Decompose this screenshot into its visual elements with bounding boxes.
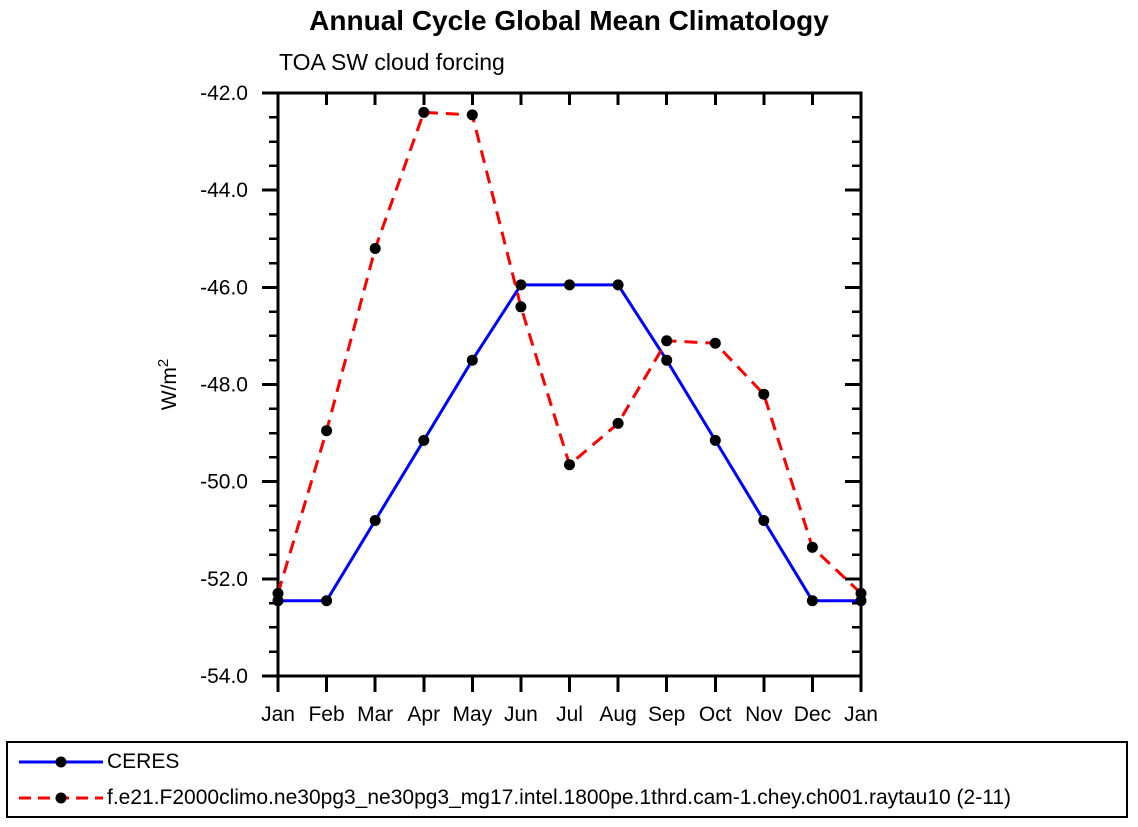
data-point-marker [272,587,284,599]
data-point-marker [564,279,575,291]
data-point-marker [564,459,575,471]
legend-line-sample-ceres [19,756,103,768]
y-tick-label: -54.0 [200,665,248,688]
data-point-marker [418,434,430,446]
legend-box: CERES f.e21.F2000climo.ne30pg3_ne30pg3_m… [6,741,1128,818]
data-point-marker [321,425,333,437]
legend-label-ceres: CERES [107,750,180,773]
legend-label-model: f.e21.F2000climo.ne30pg3_ne30pg3_mg17.in… [107,786,1012,809]
y-tick-label: -48.0 [200,374,248,397]
plot-box [276,91,863,678]
x-tick-label: May [452,703,492,726]
data-point-marker [661,354,673,366]
legend-row-model: f.e21.F2000climo.ne30pg3_ne30pg3_mg17.in… [16,786,1011,810]
data-point-marker [418,106,430,118]
x-tick-label: Mar [357,703,393,726]
x-tick-label: Aug [599,703,636,726]
data-point-marker [661,335,673,347]
chart-title: Annual Cycle Global Mean Climatology [309,5,829,36]
legend-row-ceres: CERES [16,750,179,774]
data-point-marker [612,279,624,291]
data-point-marker [758,515,770,526]
x-tick-label: Jun [504,703,538,726]
y-axis-label: W/m2 [155,359,181,411]
data-point-marker [758,388,770,400]
data-point-marker [466,354,478,366]
x-tick-label: Jul [556,703,583,726]
axes [262,91,863,692]
x-tick-label: Feb [308,703,344,726]
data-point-marker [806,595,818,607]
data-point-marker [855,587,867,599]
data-point-marker [321,595,333,607]
data-point-marker [369,515,381,526]
data-point-marker [806,541,818,553]
x-tick-label: Dec [794,703,831,726]
data-point-marker [515,279,527,291]
chart-plot-area: -42.0 -44.0 -46.0 -48.0 -50.0 -52.0 -54.0 Jan Fe… [155,82,878,726]
y-tick-label: -44.0 [200,179,248,202]
y-tick-label: -52.0 [200,568,248,591]
y-tick-label: -42.0 [200,82,248,105]
data-point-marker [709,337,721,349]
x-tick-label: Oct [699,703,732,726]
chart-subtitle: TOA SW cloud forcing [279,49,505,75]
series-line-0 [278,283,861,603]
y-tick-label: -50.0 [200,471,248,494]
y-tick-label: -46.0 [200,276,248,299]
data-point-marker [466,109,478,121]
x-tick-label: Nov [745,703,783,726]
x-tick-label: Jan [261,703,295,726]
data-point-marker [612,417,624,429]
x-tick-label: Sep [648,703,685,726]
chart-svg: -42.0 -44.0 -46.0 -48.0 -50.0 -52.0 -54.0 Jan Fe… [155,82,878,726]
x-tick-label: Jan [844,703,878,726]
data-point-marker [709,434,721,446]
legend-line-sample-model [19,792,103,804]
x-tick-label: Apr [407,703,440,726]
data-point-marker [369,243,381,254]
data-point-marker [515,301,527,313]
series-line-1 [276,110,863,595]
